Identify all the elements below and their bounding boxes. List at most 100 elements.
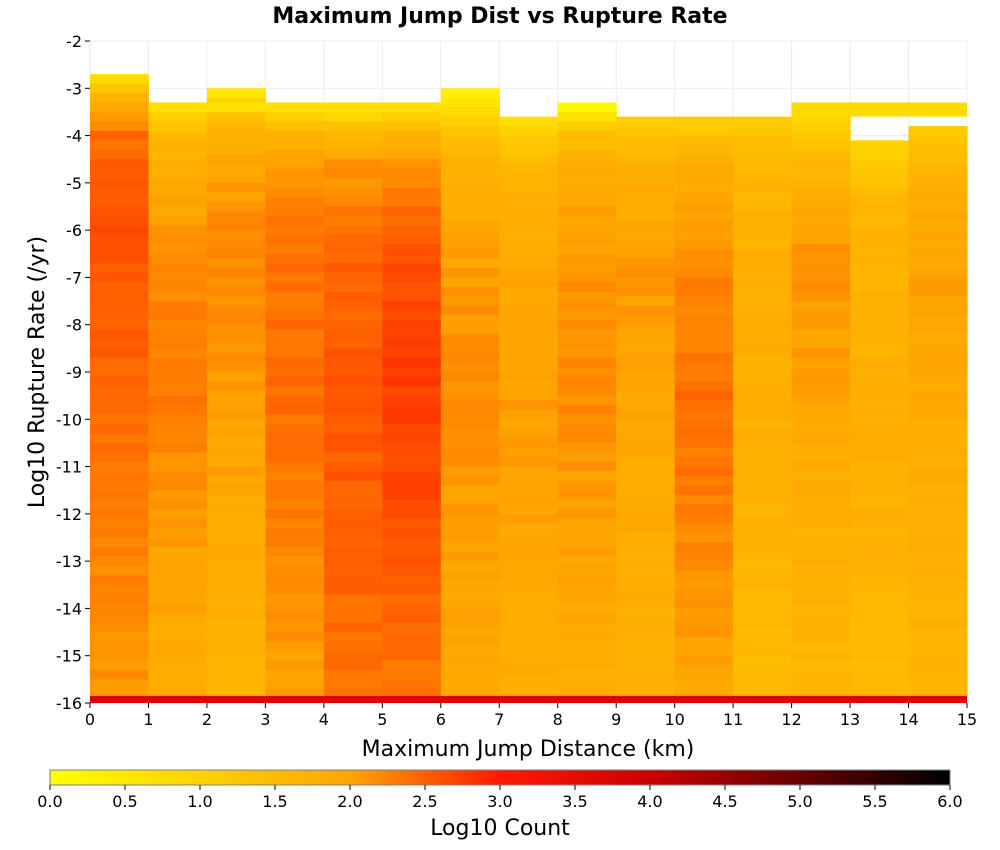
heatmap-cell: [733, 182, 793, 193]
heatmap-cell: [323, 197, 383, 208]
heatmap-cell: [90, 537, 150, 548]
heatmap-cell: [382, 244, 442, 255]
heatmap-cell: [616, 135, 676, 146]
heatmap-cell: [206, 561, 266, 572]
heatmap-cell: [499, 362, 559, 373]
heatmap-cell: [206, 107, 266, 118]
heatmap-cell: [499, 646, 559, 657]
heatmap-cell: [791, 282, 851, 293]
heatmap-cell: [206, 154, 266, 165]
heatmap-cell: [499, 674, 559, 685]
heatmap-cell: [733, 419, 793, 430]
heatmap-cell: [206, 126, 266, 137]
heatmap-cell: [908, 693, 968, 697]
heatmap-cell: [499, 513, 559, 524]
heatmap-cell: [674, 305, 734, 316]
heatmap-cell: [440, 97, 500, 108]
heatmap-cell: [791, 424, 851, 435]
colorbar-tick-label: 5.0: [787, 792, 812, 811]
x-tick-label: 2: [202, 710, 212, 729]
heatmap-cell: [265, 442, 325, 453]
heatmap-cell: [323, 424, 383, 435]
heatmap-cell: [265, 660, 325, 671]
y-tick-label: -3: [66, 79, 82, 98]
heatmap-cell: [733, 192, 793, 203]
heatmap-cell: [206, 211, 266, 222]
heatmap-cell: [616, 627, 676, 638]
heatmap-cell: [908, 655, 968, 666]
heatmap-cell: [850, 140, 910, 151]
heatmap-cell: [850, 499, 910, 510]
heatmap-cell: [557, 301, 617, 312]
heatmap-cell: [148, 603, 208, 614]
heatmap-cell: [265, 518, 325, 529]
heatmap-cell: [323, 641, 383, 652]
heatmap-cell: [440, 542, 500, 553]
heatmap-cell: [148, 395, 208, 406]
heatmap-cell: [440, 485, 500, 496]
heatmap-cell: [674, 523, 734, 534]
heatmap-cell: [206, 684, 266, 695]
heatmap-cell: [440, 163, 500, 174]
heatmap-cell: [265, 414, 325, 425]
heatmap-cell: [206, 589, 266, 600]
heatmap-cell: [148, 159, 208, 170]
heatmap-cell: [323, 537, 383, 548]
heatmap-cell: [616, 372, 676, 383]
heatmap-cell: [440, 589, 500, 600]
heatmap-cell: [148, 424, 208, 435]
x-tick-label: 8: [553, 710, 563, 729]
heatmap-cell: [908, 598, 968, 610]
heatmap-cell: [850, 272, 910, 283]
heatmap-cell: [323, 168, 383, 179]
heatmap-cell: [90, 357, 150, 368]
heatmap-cell: [148, 263, 208, 274]
heatmap-cell: [616, 580, 676, 591]
heatmap-cell: [265, 509, 325, 520]
heatmap-cell: [382, 556, 442, 567]
heatmap-cell: [499, 617, 559, 628]
heatmap-cell: [791, 121, 851, 132]
heatmap-cell: [206, 504, 266, 515]
heatmap-cell: [382, 584, 442, 595]
heatmap-cell: [265, 357, 325, 368]
heatmap-cell: [440, 532, 500, 543]
heatmap-cell: [382, 669, 442, 680]
colorbar-tick-label: 1.0: [187, 792, 212, 811]
heatmap-cell: [499, 457, 559, 468]
plot-area: [89, 40, 968, 704]
heatmap-cell: [791, 565, 851, 576]
heatmap-cell: [616, 145, 676, 156]
heatmap-cell: [382, 234, 442, 245]
heatmap-cell: [616, 381, 676, 392]
heatmap-cell: [791, 622, 851, 633]
heatmap-cell: [557, 669, 617, 680]
heatmap-cell: [616, 504, 676, 515]
heatmap-cell: [908, 617, 968, 628]
heatmap-cell: [791, 225, 851, 236]
heatmap-cell: [674, 684, 734, 695]
heatmap-cell: [323, 622, 383, 633]
heatmap-cell: [616, 239, 676, 250]
heatmap-cell: [382, 490, 442, 501]
heatmap-cell: [557, 149, 617, 160]
heatmap-cell: [908, 494, 968, 505]
heatmap-cell: [90, 272, 150, 283]
heatmap-cell: [674, 608, 734, 619]
heatmap-cell: [674, 353, 734, 364]
heatmap-cell: [148, 613, 208, 624]
heatmap-cell: [206, 353, 266, 364]
heatmap-cell: [791, 499, 851, 510]
heatmap-cell: [557, 206, 617, 217]
heatmap-cell: [90, 688, 150, 697]
heatmap-cell: [148, 215, 208, 227]
heatmap-cell: [674, 173, 734, 184]
heatmap-cell: [90, 329, 150, 340]
heatmap-cell: [90, 111, 150, 122]
heatmap-cell: [206, 466, 266, 477]
heatmap-cell: [206, 249, 266, 260]
heatmap-cell: [674, 372, 734, 383]
heatmap-cell: [674, 646, 734, 657]
heatmap-cell: [265, 471, 325, 482]
heatmap-cell: [791, 291, 851, 302]
